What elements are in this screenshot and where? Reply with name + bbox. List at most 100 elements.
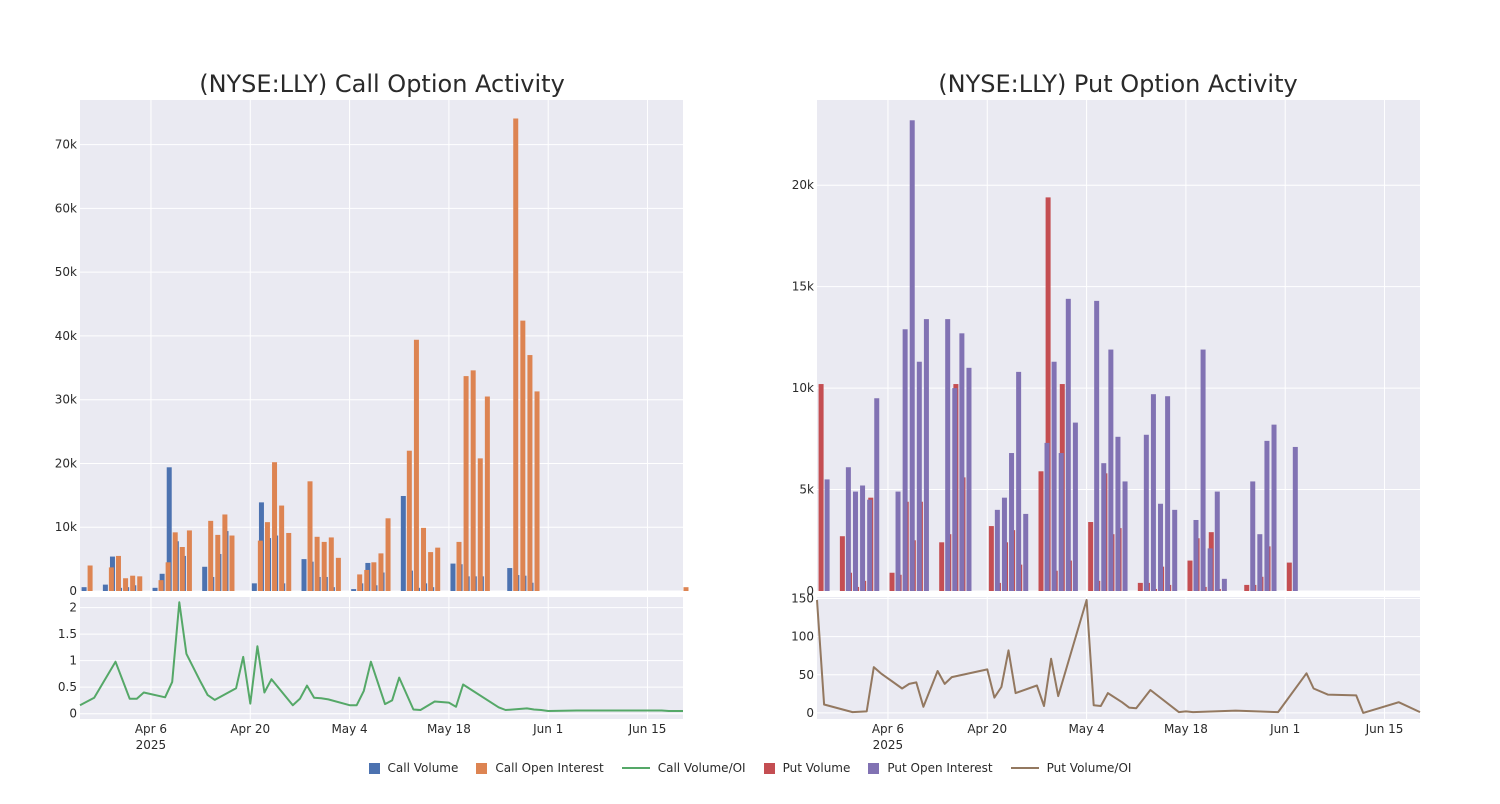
- put-bar-ytick-label: 20k: [792, 178, 814, 192]
- call-xtick-label: Jun 1: [532, 722, 563, 736]
- call-open-interest-bar: [130, 575, 136, 591]
- put-open-interest-bar: [966, 367, 972, 591]
- call-open-interest-bar: [534, 391, 540, 591]
- call-open-interest-bar: [279, 505, 285, 591]
- call-open-interest-bar: [435, 547, 441, 591]
- put-volume-bar: [889, 572, 895, 591]
- call-chart-title: (NYSE:LLY) Call Option Activity: [199, 70, 565, 98]
- put-open-interest-bar: [909, 120, 915, 592]
- call-open-interest-bar: [87, 565, 93, 591]
- call-open-interest-bar: [456, 541, 462, 591]
- put-xtick-label: 2025: [873, 738, 904, 752]
- put-open-interest-bar: [1193, 519, 1199, 591]
- put-open-interest-bar: [923, 319, 929, 591]
- call-open-interest-bar: [115, 555, 121, 591]
- call-open-interest-bar: [463, 376, 469, 591]
- call-volume-bar: [81, 587, 87, 591]
- legend-item-put-volume: Put Volume: [763, 761, 850, 775]
- put-open-interest-bar: [1221, 578, 1227, 591]
- call-ratio-ytick-label: 0.5: [58, 680, 77, 694]
- call-xtick-label: May 4: [331, 722, 367, 736]
- call-ratio-ytick-label: 2: [69, 601, 77, 615]
- put-open-interest-bar: [874, 398, 880, 591]
- call-open-interest-bar: [527, 355, 533, 591]
- put-open-interest-bar: [1051, 361, 1057, 591]
- put-open-interest-bar: [1257, 534, 1263, 591]
- put-ratio-ytick-label: 0: [806, 706, 814, 720]
- call-open-interest-bar: [364, 569, 370, 591]
- call-open-interest-bar: [307, 481, 313, 591]
- put-ratio-plot-area: [817, 597, 1420, 719]
- legend-swatch-put-volume: [763, 762, 775, 774]
- call-volume-bar: [251, 583, 257, 591]
- call-bar-ytick-label: 20k: [55, 456, 77, 470]
- call-open-interest-bar: [172, 532, 178, 591]
- call-bar-ytick-label: 30k: [55, 393, 77, 407]
- call-open-interest-bar: [137, 576, 143, 591]
- call-open-interest-bar: [378, 553, 384, 591]
- call-open-interest-bar: [413, 339, 419, 591]
- put-volume-bar: [839, 536, 845, 591]
- put-open-interest-bar: [824, 479, 830, 591]
- call-ratio-ytick-label: 1.5: [58, 627, 77, 641]
- put-volume-bar: [1038, 471, 1044, 591]
- put-bar-ytick-label: 15k: [792, 280, 814, 294]
- call-volume-bar: [202, 566, 208, 591]
- put-volume-bar: [939, 542, 945, 591]
- put-open-interest-bar: [1016, 371, 1022, 591]
- legend-label-call-open-interest: Call Open Interest: [495, 761, 604, 775]
- call-ratio-ytick-label: 0: [69, 707, 77, 721]
- call-open-interest-bar: [321, 541, 327, 591]
- call-open-interest-bar: [286, 532, 292, 591]
- put-open-interest-bar: [1108, 349, 1114, 591]
- call-bar-ytick-label: 70k: [55, 138, 77, 152]
- call-open-interest-bar: [158, 580, 164, 591]
- put-open-interest-bar: [959, 333, 965, 591]
- call-open-interest-bar: [314, 536, 320, 591]
- put-open-interest-bar: [852, 491, 858, 591]
- legend-swatch-put-open-interest: [868, 762, 880, 774]
- put-volume-bar: [1088, 522, 1094, 591]
- call-bar-ytick-label: 40k: [55, 329, 77, 343]
- put-open-interest-bar: [1271, 424, 1277, 591]
- legend-item-put-open-interest: Put Open Interest: [868, 761, 993, 775]
- call-volume-bar: [507, 568, 513, 591]
- put-open-interest-bar: [1165, 396, 1171, 591]
- call-open-interest-bar: [186, 530, 192, 591]
- put-open-interest-bar: [1158, 503, 1164, 591]
- put-open-interest-bar: [1023, 513, 1029, 591]
- put-bar-ytick-label: 10k: [792, 381, 814, 395]
- call-bar-ytick-label: 0: [69, 584, 77, 598]
- call-open-interest-bar: [484, 396, 490, 591]
- call-open-interest-bar: [215, 534, 221, 591]
- put-volume-bar: [1244, 584, 1250, 591]
- call-open-interest-bar: [229, 535, 235, 591]
- call-ratio-plot-area: [80, 597, 683, 719]
- put-open-interest-bar: [1143, 434, 1149, 591]
- put-ratio-ytick-label: 150: [791, 592, 814, 606]
- put-xtick-label: Jun 15: [1365, 722, 1404, 736]
- put-volume-bar: [1137, 582, 1143, 591]
- put-open-interest-bar: [952, 388, 958, 591]
- call-open-interest-bar: [513, 118, 519, 591]
- put-ratio-ytick-label: 50: [799, 668, 814, 682]
- call-bar-ytick-label: 10k: [55, 520, 77, 534]
- put-open-interest-bar: [860, 485, 866, 591]
- legend-line-put-volume-oi: [1010, 767, 1039, 769]
- call-open-interest-bar: [371, 562, 377, 591]
- call-open-interest-bar: [683, 587, 689, 591]
- legend-item-put-volume-oi: Put Volume/OI: [1010, 761, 1131, 775]
- call-open-interest-bar: [165, 562, 171, 591]
- put-open-interest-bar: [902, 329, 908, 591]
- legend-item-call-volume-oi: Call Volume/OI: [621, 761, 746, 775]
- put-xtick-label: May 18: [1164, 722, 1208, 736]
- call-open-interest-bar: [428, 552, 434, 591]
- put-open-interest-bar: [1115, 436, 1121, 591]
- put-xtick-label: May 4: [1068, 722, 1104, 736]
- call-open-interest-bar: [108, 567, 114, 591]
- call-volume-bar: [450, 563, 456, 591]
- call-bar-plot-area: [80, 100, 683, 591]
- call-xtick-label: Apr 20: [230, 722, 270, 736]
- put-xtick-label: Apr 20: [967, 722, 1007, 736]
